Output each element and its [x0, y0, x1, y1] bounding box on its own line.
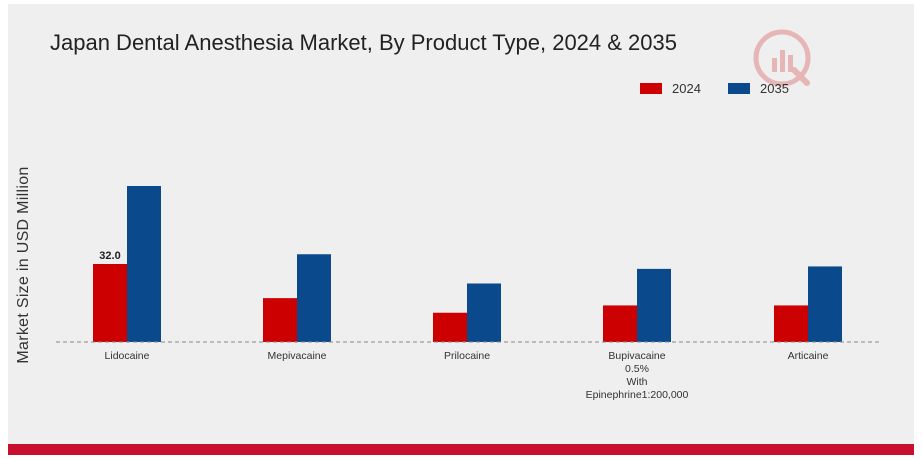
x-tick-label-line: Articaine	[788, 350, 829, 362]
x-tick-label-line: Bupivacaine	[608, 350, 665, 362]
x-tick-label-line: Prilocaine	[444, 350, 490, 362]
chart-title: Japan Dental Anesthesia Market, By Produ…	[50, 30, 677, 55]
legend-swatch-2024	[640, 83, 662, 94]
x-tick-label-line: Lidocaine	[105, 350, 150, 362]
x-tick-label-4: Articaine	[788, 350, 829, 362]
x-tick-label-line: Epinephrine1:200,000	[586, 389, 689, 401]
bar-2035-1	[297, 254, 331, 342]
bar-2035-2	[467, 283, 501, 342]
brand-logo-icon	[753, 29, 811, 87]
x-tick-label-3: Bupivacaine 0.5% With Epinephrine1:200,000	[586, 350, 689, 401]
legend-swatch-2035	[728, 83, 750, 94]
bar-2035-3	[637, 268, 671, 342]
bar-2035-0	[127, 186, 161, 342]
x-tick-label-1: Mepivacaine	[268, 350, 327, 362]
legend-item-2024[interactable]: 2024	[640, 81, 701, 96]
legend-item-2035[interactable]: 2035	[728, 81, 789, 96]
bar-2024-4	[774, 305, 808, 342]
bar-2024-3	[603, 305, 637, 342]
x-tick-label-line: 0.5%	[625, 363, 649, 375]
bar-2024-0	[93, 264, 127, 342]
footer-accent-bar	[8, 444, 914, 455]
legend-label-2035: 2035	[760, 81, 789, 96]
bar-2035-4	[808, 266, 842, 342]
x-tick-label-line: With	[627, 376, 648, 388]
x-tick-label-2: Prilocaine	[444, 350, 490, 362]
bar-2024-2	[433, 312, 467, 342]
x-tick-label-line: Mepivacaine	[268, 350, 327, 362]
bar-2024-1	[263, 298, 297, 342]
x-tick-label-0: Lidocaine	[105, 350, 150, 362]
data-label-0: 32.0	[99, 250, 120, 262]
legend-label-2024: 2024	[672, 81, 701, 96]
